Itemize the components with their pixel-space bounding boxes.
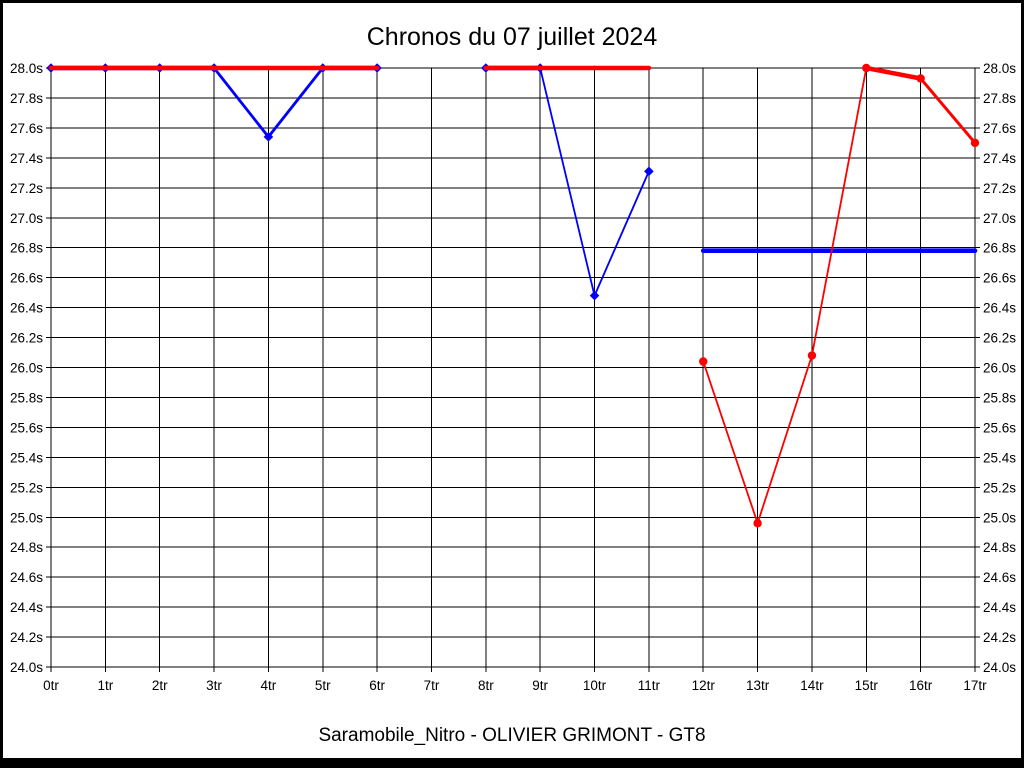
y-tick-label-right: 24.8s <box>983 540 1016 555</box>
chart-page: Chronos du 07 juillet 2024 28.0s 28.0s 27.… <box>3 3 1021 758</box>
y-tick-label-left: 25.8s <box>10 390 43 405</box>
data-point-marker <box>753 519 762 528</box>
data-point-marker <box>589 290 600 301</box>
series-line <box>702 360 759 525</box>
series-line <box>919 76 977 145</box>
y-tick-label-left: 27.2s <box>10 181 43 196</box>
data-point-marker <box>970 138 980 148</box>
x-tick-label: 5tr <box>315 678 331 693</box>
y-tick-label-left: 25.6s <box>10 420 43 435</box>
x-tick-label: 3tr <box>206 678 222 693</box>
x-tick-label: 0tr <box>43 678 59 693</box>
y-tick-label-left: 25.4s <box>10 450 43 465</box>
series-line <box>212 66 270 139</box>
y-tick-label-right: 24.2s <box>983 630 1016 645</box>
y-tick-label-left: 25.0s <box>10 510 43 525</box>
data-point-marker <box>807 351 817 360</box>
y-tick-label-right: 24.6s <box>983 570 1016 585</box>
blue-series <box>46 63 978 301</box>
data-point-marker <box>263 132 274 142</box>
y-tick-label-right: 26.2s <box>983 331 1016 346</box>
x-tick-label: 4tr <box>261 678 277 693</box>
series-line <box>266 66 325 139</box>
y-tick-label-right: 25.4s <box>983 450 1016 465</box>
x-tick-label: 17tr <box>963 678 987 693</box>
y-tick-label-right: 26.4s <box>983 301 1016 316</box>
y-tick-label-left: 26.8s <box>10 241 43 256</box>
y-tick-label-right: 24.0s <box>983 660 1016 675</box>
y-tick-label-left: 26.2s <box>10 331 43 346</box>
x-tick-label: 2tr <box>152 678 168 693</box>
y-tick-label-right: 27.8s <box>983 91 1016 106</box>
x-tick-label: 12tr <box>692 678 716 693</box>
chart-title: Chronos du 07 juillet 2024 <box>366 23 658 51</box>
x-tick-label: 8tr <box>478 678 494 693</box>
y-tick-label-right: 27.2s <box>983 181 1016 196</box>
y-tick-label-right: 25.2s <box>983 480 1016 495</box>
x-tick-label: 1tr <box>97 678 113 693</box>
x-tick-label: 9tr <box>532 678 548 693</box>
plot-svg: 28.0s 28.0s 27.8s 27.8s 27.6s 27.6s 27.4s 27.4s… <box>10 61 1016 693</box>
y-tick-label-right: 25.8s <box>983 390 1016 405</box>
y-tick-label-right: 28.0s <box>983 61 1016 76</box>
y-tick-label-right: 27.4s <box>983 151 1016 166</box>
y-tick-label-right: 27.0s <box>983 211 1016 226</box>
y-tick-label-right: 25.6s <box>983 420 1016 435</box>
y-tick-label-right: 27.6s <box>983 121 1016 136</box>
x-tick-label: 6tr <box>369 678 385 693</box>
x-tick-label: 10tr <box>583 678 607 693</box>
y-tick-label-left: 26.4s <box>10 301 43 316</box>
y-tick-label-left: 24.2s <box>10 630 43 645</box>
y-tick-label-left: 24.0s <box>10 660 43 675</box>
grid <box>46 67 980 672</box>
series-line <box>593 170 650 297</box>
x-tick-label: 11tr <box>638 678 661 693</box>
chart-caption: Saramobile_Nitro - OLIVIER GRIMONT - GT8 <box>318 725 706 746</box>
series-line <box>811 67 868 357</box>
y-tick-label-right: 26.6s <box>983 271 1016 286</box>
axis-labels: 28.0s 28.0s 27.8s 27.8s 27.6s 27.6s 27.4s 27.4s… <box>10 61 1016 693</box>
y-tick-label-left: 26.6s <box>10 271 43 286</box>
y-tick-label-left: 26.0s <box>10 361 43 376</box>
y-tick-label-left: 25.2s <box>10 480 43 495</box>
x-tick-label: 13tr <box>746 678 770 693</box>
x-tick-label: 14tr <box>800 678 824 693</box>
y-tick-label-left: 27.6s <box>10 121 43 136</box>
y-tick-label-right: 24.4s <box>983 600 1016 615</box>
x-tick-label: 7tr <box>424 678 440 693</box>
x-tick-label: 16tr <box>909 678 933 693</box>
y-tick-label-left: 27.0s <box>10 211 43 226</box>
y-tick-label-right: 26.8s <box>983 241 1016 256</box>
data-point-marker <box>862 63 871 73</box>
y-tick-label-left: 27.8s <box>10 91 43 106</box>
data-point-marker <box>699 357 708 366</box>
x-tick-label: 15tr <box>855 678 879 693</box>
y-tick-label-left: 24.4s <box>10 600 43 615</box>
y-tick-label-left: 24.6s <box>10 570 43 585</box>
y-tick-label-left: 28.0s <box>10 61 43 76</box>
y-tick-label-left: 24.8s <box>10 540 43 555</box>
series-line <box>864 65 923 81</box>
y-tick-label-left: 27.4s <box>10 151 43 166</box>
data-point-marker <box>916 74 925 83</box>
series-line <box>539 67 596 297</box>
data-point-marker <box>644 166 654 177</box>
y-tick-label-right: 26.0s <box>983 361 1016 376</box>
y-tick-label-right: 25.0s <box>983 510 1016 525</box>
series-line <box>756 354 813 525</box>
red-series <box>48 63 980 528</box>
